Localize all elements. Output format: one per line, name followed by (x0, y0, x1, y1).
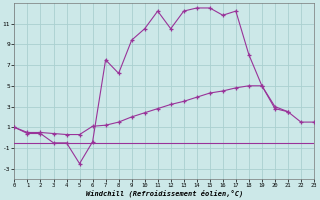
X-axis label: Windchill (Refroidissement éolien,°C): Windchill (Refroidissement éolien,°C) (85, 190, 243, 197)
